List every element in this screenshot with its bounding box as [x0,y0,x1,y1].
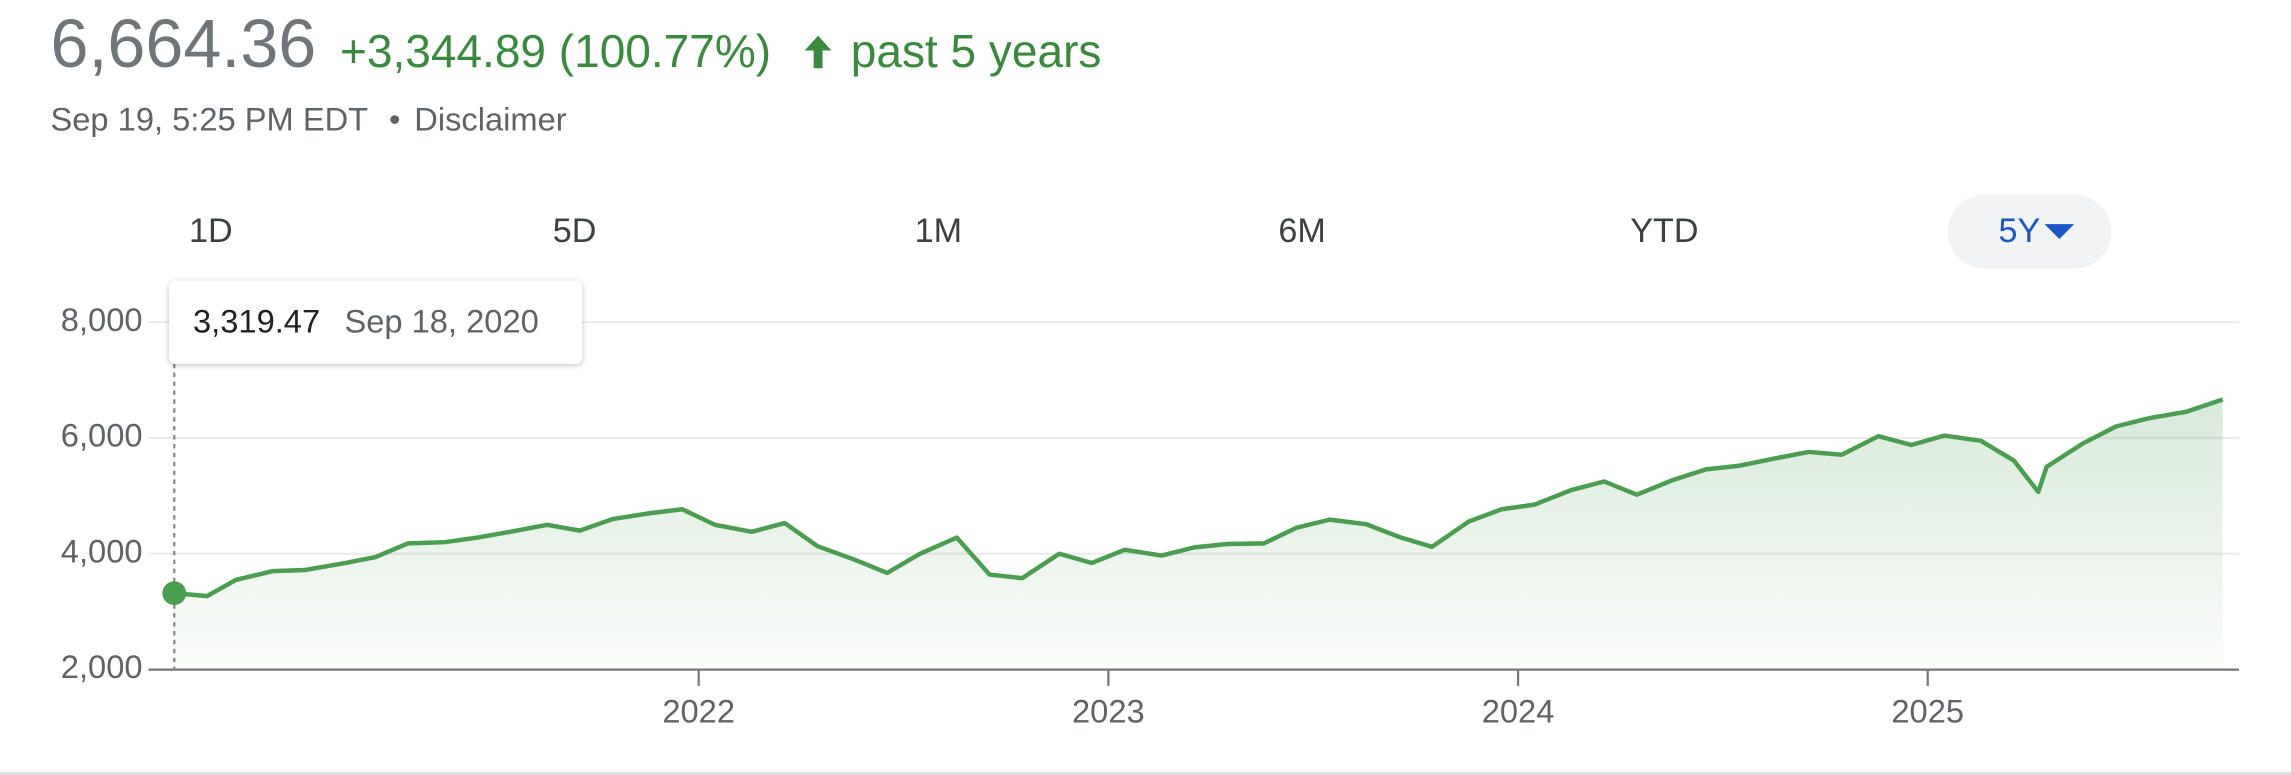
tab-selected-bg [1948,194,2112,269]
tooltip-value: 3,319.47 [193,302,320,339]
range-tab[interactable]: YTD [1630,212,1698,250]
period: past 5 years [851,25,1102,77]
separator: • [389,100,400,137]
x-tick-label: 2025 [1891,693,1964,730]
disclaimer-link[interactable]: Disclaimer [414,100,567,137]
x-tick-label: 2023 [1072,693,1145,730]
range-tab[interactable]: 5D [553,212,597,250]
plot: 2,000 4,000 6,000 8,000 2022 2023 2024 2025 3,31… [61,280,2240,730]
timestamp: Sep 19, 5:25 PM EDT [50,100,368,137]
dropdown-icon [2044,224,2075,240]
y-tick-label: 8,000 [61,301,143,338]
y-tick-label: 2,000 [61,648,143,685]
hover-dot [162,581,187,606]
change: +3,344.89 (100.77%) [340,25,771,77]
up-arrow-icon [804,35,832,69]
range-tab[interactable]: 1D [189,212,233,250]
price: 6,664.36 [50,6,316,82]
y-tick-label: 4,000 [61,532,143,569]
range-tab[interactable]: 5Y [1999,212,2041,250]
price-line [174,397,2224,599]
range-tab[interactable]: 6M [1278,212,1325,250]
range-tab[interactable]: 1M [915,212,962,250]
tooltip [169,280,583,364]
tooltip-date: Sep 18, 2020 [344,302,538,339]
x-tick-label: 2022 [662,693,735,730]
y-tick-label: 6,000 [61,417,143,454]
x-tick-label: 2024 [1482,693,1555,730]
area-fill [174,399,2223,670]
